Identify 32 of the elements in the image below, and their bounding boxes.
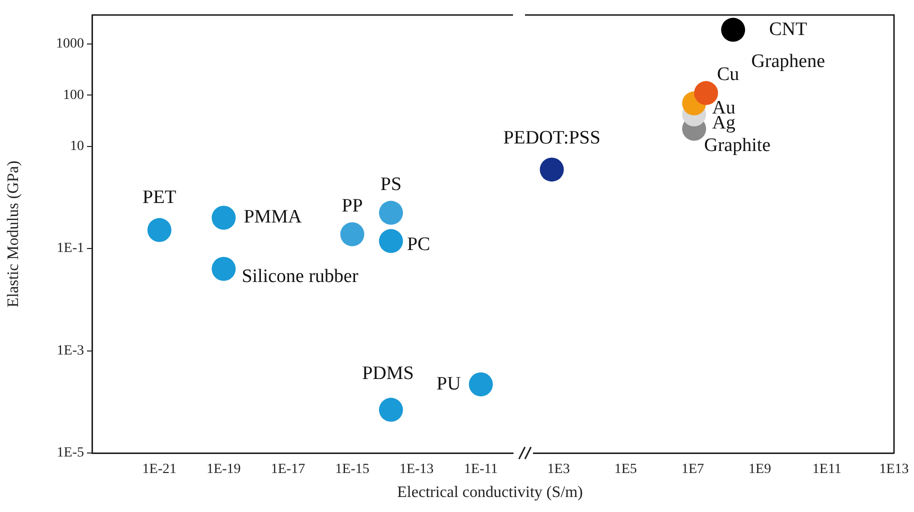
y-tick-label: 1E-5 <box>56 446 84 461</box>
y-tick-label: 1E-3 <box>56 343 84 358</box>
series-label: Graphite <box>704 134 771 156</box>
series-label: Cu <box>716 64 740 86</box>
series-label: PS <box>380 174 402 195</box>
y-tick-label: 1E-1 <box>56 241 84 256</box>
x-tick-label: 1E-11 <box>464 462 498 478</box>
x-tick-label: 1E-19 <box>206 462 241 478</box>
x-axis-title: Electrical conductivity (S/m) <box>396 484 584 502</box>
series-label: PEDOT:PSS <box>503 128 600 149</box>
x-tick-label: 1E7 <box>681 462 704 478</box>
series-label: PP <box>342 195 363 216</box>
y-axis-title: Elastic Modulus (GPa) <box>4 160 22 308</box>
series-label: PMMA <box>244 206 302 228</box>
x-tick-label: 1E-21 <box>142 462 177 478</box>
y-tick-label: 10 <box>70 138 84 154</box>
y-tick-label: 100 <box>63 88 84 103</box>
series-label: PET <box>142 187 177 208</box>
y-tick-label: 1000 <box>56 36 84 52</box>
x-tick-label: 1E3 <box>547 462 570 478</box>
x-tick-label: 1E5 <box>614 462 637 478</box>
series-label: PC <box>406 234 430 256</box>
x-tick-label: 1E-17 <box>270 462 306 478</box>
series-label: CNT Graphene <box>751 18 826 72</box>
x-tick-label: 1E13 <box>879 462 909 478</box>
series-label: PU <box>436 373 462 394</box>
x-tick-label: 1E9 <box>748 462 772 478</box>
series-label: PDMS <box>362 362 414 384</box>
series-label: Silicone rubber <box>242 266 359 287</box>
x-tick-label: 1E-13 <box>399 462 434 478</box>
x-tick-label: 1E-15 <box>335 462 370 478</box>
x-tick-label: 1E11 <box>812 462 842 478</box>
